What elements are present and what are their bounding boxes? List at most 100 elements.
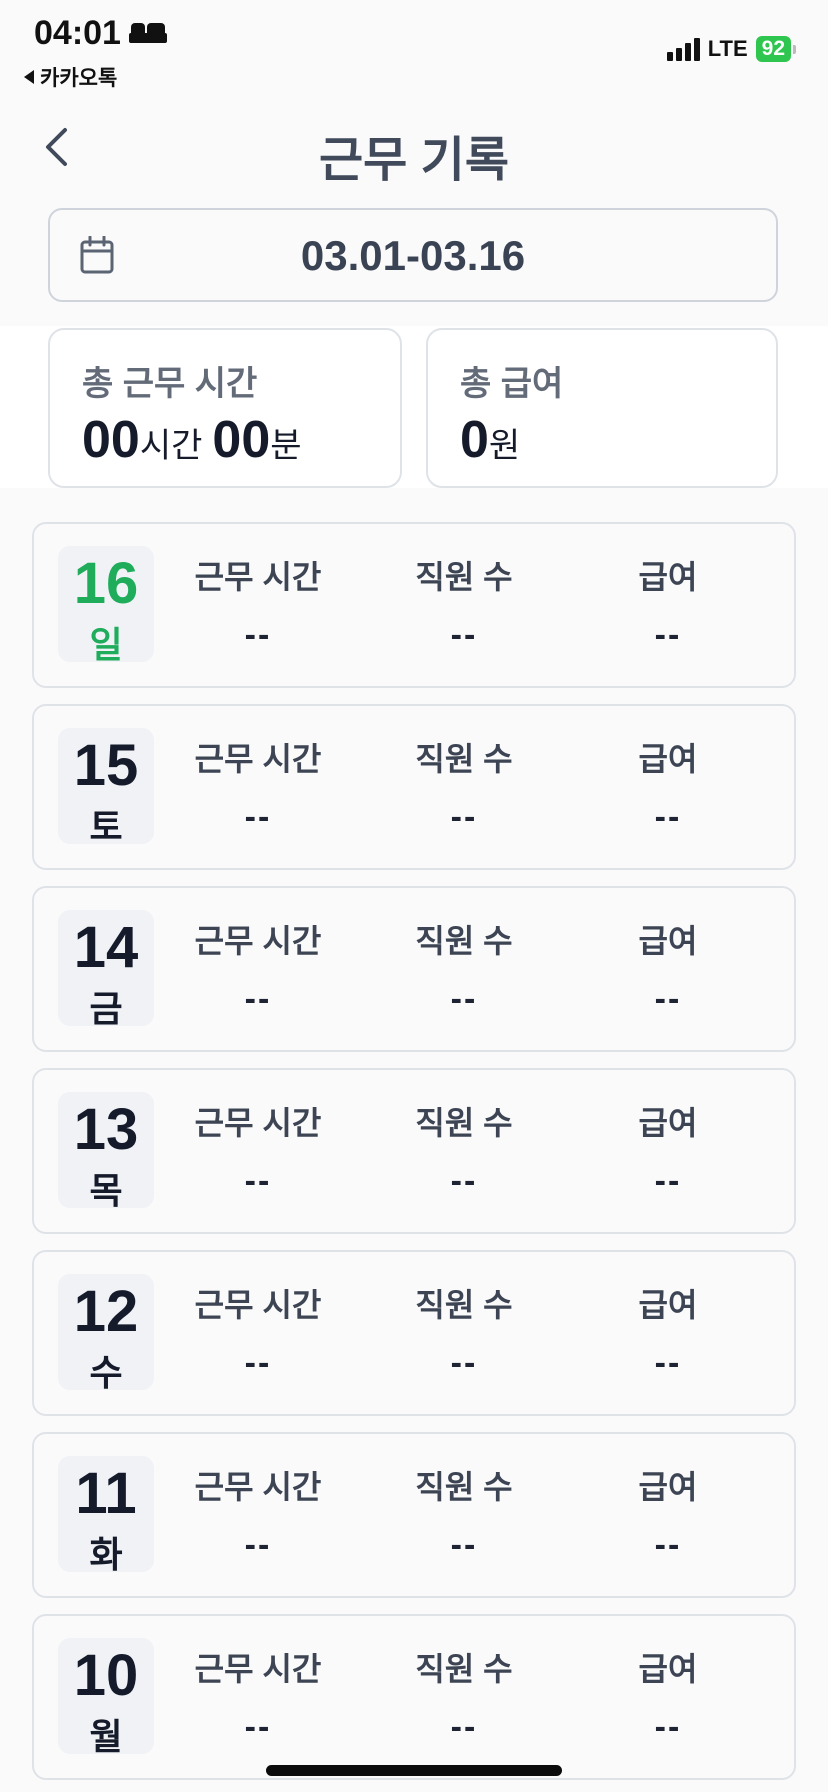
network-type: LTE bbox=[708, 36, 748, 62]
total-hours-number: 00 bbox=[82, 410, 140, 470]
day-weekday: 화 bbox=[58, 1526, 154, 1578]
total-hours-card: 총 근무 시간 00 시간 00 분 bbox=[48, 328, 402, 488]
pay-label: 급여 bbox=[568, 734, 768, 780]
pay-value: -- bbox=[568, 1162, 768, 1201]
day-number: 16 bbox=[58, 550, 154, 617]
pay-column: 급여 -- bbox=[568, 552, 768, 655]
day-number: 11 bbox=[58, 1460, 154, 1527]
pay-value: -- bbox=[568, 798, 768, 837]
hours-column: 근무 시간 -- bbox=[158, 1462, 358, 1565]
staff-label: 직원 수 bbox=[364, 916, 564, 962]
hours-value: -- bbox=[158, 980, 358, 1019]
back-triangle-icon bbox=[24, 70, 34, 84]
total-pay-value: 0 원 bbox=[460, 410, 530, 470]
staff-column: 직원 수 -- bbox=[364, 1098, 564, 1201]
hours-value: -- bbox=[158, 1344, 358, 1383]
hours-column: 근무 시간 -- bbox=[158, 916, 358, 1019]
staff-label: 직원 수 bbox=[364, 734, 564, 780]
staff-value: -- bbox=[364, 980, 564, 1019]
day-row[interactable]: 12 수 근무 시간 -- 직원 수 -- 급여 -- bbox=[32, 1250, 796, 1416]
staff-value: -- bbox=[364, 798, 564, 837]
pay-label: 급여 bbox=[568, 916, 768, 962]
pay-column: 급여 -- bbox=[568, 1280, 768, 1383]
pay-value: -- bbox=[568, 1344, 768, 1383]
total-hours-label: 총 근무 시간 bbox=[82, 356, 257, 405]
hours-value: -- bbox=[158, 1526, 358, 1565]
total-pay-label: 총 급여 bbox=[460, 356, 563, 405]
page-header: 근무 기록 bbox=[0, 100, 828, 196]
hours-label: 근무 시간 bbox=[158, 1644, 358, 1690]
day-badge: 16 일 bbox=[58, 546, 154, 662]
staff-column: 직원 수 -- bbox=[364, 734, 564, 837]
hours-column: 근무 시간 -- bbox=[158, 734, 358, 837]
day-weekday: 수 bbox=[58, 1344, 154, 1396]
hours-label: 근무 시간 bbox=[158, 1098, 358, 1144]
pay-label: 급여 bbox=[568, 1098, 768, 1144]
status-clock: 04:01 bbox=[34, 14, 167, 53]
staff-value: -- bbox=[364, 1344, 564, 1383]
day-weekday: 일 bbox=[58, 616, 154, 668]
date-range-selector[interactable]: 03.01-03.16 bbox=[48, 208, 778, 302]
day-row[interactable]: 14 금 근무 시간 -- 직원 수 -- 급여 -- bbox=[32, 886, 796, 1052]
back-app-label: 카카오톡 bbox=[40, 62, 117, 92]
back-to-app-link[interactable]: 카카오톡 bbox=[24, 62, 117, 92]
system-icons: LTE 92 bbox=[667, 36, 796, 62]
battery-level: 92 bbox=[756, 36, 791, 62]
total-pay-amount: 0 bbox=[460, 410, 489, 470]
hours-label: 근무 시간 bbox=[158, 1280, 358, 1326]
staff-label: 직원 수 bbox=[364, 1098, 564, 1144]
page-title: 근무 기록 bbox=[0, 120, 828, 190]
pay-column: 급여 -- bbox=[568, 734, 768, 837]
pay-column: 급여 -- bbox=[568, 916, 768, 1019]
hours-value: -- bbox=[158, 798, 358, 837]
staff-label: 직원 수 bbox=[364, 1280, 564, 1326]
pay-label: 급여 bbox=[568, 552, 768, 598]
day-badge: 14 금 bbox=[58, 910, 154, 1026]
pay-label: 급여 bbox=[568, 1280, 768, 1326]
hours-label: 근무 시간 bbox=[158, 916, 358, 962]
hours-column: 근무 시간 -- bbox=[158, 552, 358, 655]
day-row[interactable]: 11 화 근무 시간 -- 직원 수 -- 급여 -- bbox=[32, 1432, 796, 1598]
battery-icon: 92 bbox=[756, 36, 796, 62]
staff-label: 직원 수 bbox=[364, 1462, 564, 1508]
pay-column: 급여 -- bbox=[568, 1098, 768, 1201]
day-badge: 10 월 bbox=[58, 1638, 154, 1754]
staff-column: 직원 수 -- bbox=[364, 552, 564, 655]
day-weekday: 목 bbox=[58, 1162, 154, 1214]
day-weekday: 토 bbox=[58, 798, 154, 850]
hours-label: 근무 시간 bbox=[158, 1462, 358, 1508]
hours-value: -- bbox=[158, 1162, 358, 1201]
status-bar: 04:01 카카오톡 LTE 92 bbox=[0, 0, 828, 96]
staff-column: 직원 수 -- bbox=[364, 916, 564, 1019]
day-number: 15 bbox=[58, 732, 154, 799]
hours-value: -- bbox=[158, 1708, 358, 1747]
total-minutes-unit: 분 bbox=[270, 418, 301, 467]
staff-value: -- bbox=[364, 1162, 564, 1201]
staff-value: -- bbox=[364, 616, 564, 655]
hours-column: 근무 시간 -- bbox=[158, 1280, 358, 1383]
cellular-signal-icon bbox=[667, 37, 700, 61]
total-hours-value: 00 시간 00 분 bbox=[82, 410, 312, 470]
day-weekday: 월 bbox=[58, 1708, 154, 1760]
day-weekday: 금 bbox=[58, 980, 154, 1032]
day-number: 12 bbox=[58, 1278, 154, 1345]
home-indicator[interactable] bbox=[266, 1765, 562, 1776]
pay-label: 급여 bbox=[568, 1462, 768, 1508]
day-number: 14 bbox=[58, 914, 154, 981]
hours-column: 근무 시간 -- bbox=[158, 1098, 358, 1201]
pay-value: -- bbox=[568, 1708, 768, 1747]
day-row[interactable]: 16 일 근무 시간 -- 직원 수 -- 급여 -- bbox=[32, 522, 796, 688]
day-badge: 11 화 bbox=[58, 1456, 154, 1572]
day-row[interactable]: 10 월 근무 시간 -- 직원 수 -- 급여 -- bbox=[32, 1614, 796, 1780]
day-row[interactable]: 13 목 근무 시간 -- 직원 수 -- 급여 -- bbox=[32, 1068, 796, 1234]
total-pay-card: 총 급여 0 원 bbox=[426, 328, 778, 488]
staff-value: -- bbox=[364, 1526, 564, 1565]
hours-label: 근무 시간 bbox=[158, 552, 358, 598]
staff-label: 직원 수 bbox=[364, 552, 564, 598]
staff-column: 직원 수 -- bbox=[364, 1280, 564, 1383]
pay-column: 급여 -- bbox=[568, 1644, 768, 1747]
day-row[interactable]: 15 토 근무 시간 -- 직원 수 -- 급여 -- bbox=[32, 704, 796, 870]
pay-value: -- bbox=[568, 1526, 768, 1565]
staff-value: -- bbox=[364, 1708, 564, 1747]
total-pay-unit: 원 bbox=[489, 418, 520, 467]
